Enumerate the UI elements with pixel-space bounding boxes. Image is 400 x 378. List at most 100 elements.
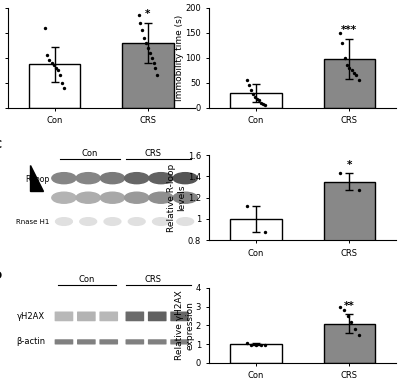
FancyBboxPatch shape (77, 311, 96, 321)
Bar (29, 64, 80, 108)
Point (248, 87, 254, 93)
Circle shape (149, 173, 173, 184)
Point (52, 65, 59, 71)
Point (262, 342, 269, 349)
Point (346, 65, 352, 71)
Point (256, 97, 262, 103)
Point (344, 313, 351, 319)
FancyBboxPatch shape (55, 339, 73, 344)
Circle shape (100, 192, 124, 203)
Point (352, 326, 358, 332)
Point (250, 91, 256, 97)
Circle shape (76, 173, 100, 184)
Circle shape (76, 192, 100, 203)
FancyBboxPatch shape (77, 339, 96, 344)
Circle shape (173, 192, 197, 203)
Point (356, 332, 362, 338)
Bar (230, 344, 282, 363)
Point (342, 54, 348, 60)
Point (253, 342, 259, 348)
Point (137, 20, 144, 26)
Point (150, 59, 157, 65)
Point (258, 99, 264, 105)
Point (244, 77, 250, 83)
Point (59, 79, 65, 85)
Point (356, 77, 362, 83)
Point (254, 96, 260, 102)
FancyBboxPatch shape (55, 311, 73, 321)
FancyBboxPatch shape (170, 339, 189, 344)
Circle shape (124, 173, 149, 184)
Point (337, 29, 343, 36)
Circle shape (128, 218, 145, 225)
Circle shape (124, 192, 149, 203)
FancyBboxPatch shape (126, 339, 144, 344)
Point (146, 50, 153, 56)
Point (262, 102, 269, 108)
Text: R-loop: R-loop (25, 175, 49, 184)
Circle shape (52, 173, 76, 184)
Point (50, 62, 57, 68)
Text: *: * (145, 9, 150, 19)
Bar (122, 43, 174, 108)
Text: C: C (0, 140, 1, 150)
Circle shape (104, 218, 121, 225)
Point (61, 85, 67, 91)
Text: CRS: CRS (144, 149, 161, 158)
Text: *: * (347, 160, 352, 170)
Point (339, 40, 346, 46)
Point (262, 229, 269, 235)
Y-axis label: Immobility time (s): Immobility time (s) (175, 14, 184, 101)
Point (154, 72, 160, 78)
Bar (230, 93, 282, 108)
Text: **: ** (344, 301, 355, 311)
Bar (324, 182, 375, 325)
Text: Con: Con (82, 149, 98, 158)
Point (139, 27, 146, 33)
Point (260, 101, 266, 107)
Point (148, 54, 155, 60)
Point (246, 82, 252, 88)
Circle shape (173, 173, 197, 184)
Circle shape (100, 173, 124, 184)
Point (353, 72, 360, 78)
FancyBboxPatch shape (126, 311, 144, 321)
FancyBboxPatch shape (148, 311, 166, 321)
Point (135, 12, 142, 18)
Circle shape (152, 218, 169, 225)
Point (57, 72, 63, 78)
Bar (324, 324, 375, 363)
Circle shape (177, 218, 194, 225)
FancyBboxPatch shape (170, 311, 189, 321)
Point (340, 307, 347, 313)
Text: β-actin: β-actin (16, 338, 45, 346)
Point (48, 59, 55, 65)
Point (152, 65, 158, 71)
Point (337, 170, 343, 176)
Bar (230, 219, 282, 325)
Point (54, 67, 61, 73)
Point (42, 25, 48, 31)
Point (344, 62, 350, 68)
Text: D: D (0, 271, 2, 281)
Point (248, 341, 255, 347)
Point (44, 52, 50, 58)
Point (244, 203, 250, 209)
Circle shape (56, 218, 72, 225)
Point (348, 67, 355, 73)
Point (348, 319, 354, 325)
Polygon shape (30, 166, 42, 191)
Text: ***: *** (341, 25, 358, 34)
Y-axis label: Relative γH2AX
expression: Relative γH2AX expression (175, 291, 194, 360)
Point (46, 57, 53, 63)
Y-axis label: Relative R-loop
levels: Relative R-loop levels (167, 164, 186, 232)
Text: Con: Con (78, 275, 94, 284)
Circle shape (52, 192, 76, 203)
Point (143, 40, 149, 46)
Text: CRS: CRS (144, 275, 161, 284)
Point (141, 34, 147, 40)
FancyBboxPatch shape (148, 339, 166, 344)
Point (337, 304, 343, 310)
Bar (324, 59, 375, 108)
Point (356, 187, 362, 193)
